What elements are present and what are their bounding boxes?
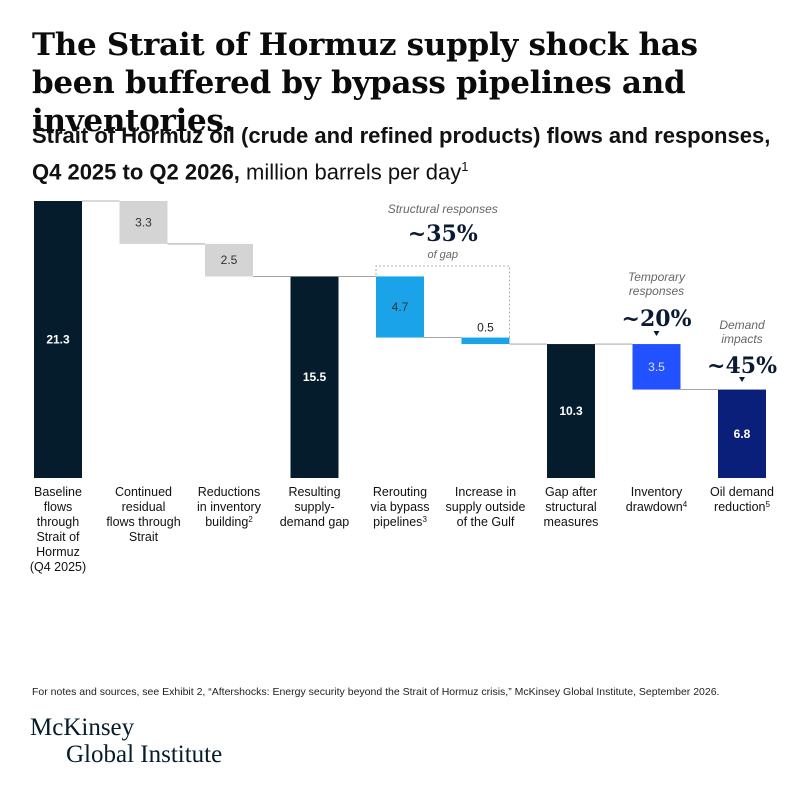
category-label-line: Resulting	[288, 485, 340, 499]
category-label-line: flows	[44, 500, 72, 514]
category-label-line: structural	[545, 500, 596, 514]
category-label-line: supply outside	[446, 500, 526, 514]
category-label-line: (Q4 2025)	[30, 560, 86, 574]
category-label-line: in inventory	[197, 500, 262, 514]
value-label: 2.5	[221, 253, 238, 267]
category-label-line: Gap after	[545, 485, 597, 499]
value-label: 4.7	[392, 300, 409, 314]
category-label-line: Baseline	[34, 485, 82, 499]
structural-title: Structural responses	[388, 202, 498, 216]
category-label-line: residual	[122, 500, 166, 514]
temporary-title: Temporary	[628, 270, 686, 284]
category-label-line: pipelines3	[373, 515, 427, 530]
source-note: For notes and sources, see Exhibit 2, “A…	[32, 686, 720, 698]
bar-6	[461, 337, 510, 345]
category-label-line: of the Gulf	[457, 515, 515, 529]
category-label-line: flows through	[106, 515, 180, 529]
bar-9	[718, 389, 766, 478]
value-label: 6.8	[734, 427, 751, 441]
chart-headline: The Strait of Hormuz supply shock has be…	[32, 27, 698, 139]
bar-2	[119, 201, 168, 244]
value-label: 15.5	[303, 370, 327, 384]
structural-bracket	[375, 265, 510, 338]
bar-8	[632, 344, 681, 390]
connector-lines	[82, 200, 718, 390]
value-label: 10.3	[559, 404, 583, 418]
bar-3	[205, 243, 253, 277]
bar-7	[547, 344, 595, 478]
value-label: 21.3	[46, 333, 70, 347]
category-label-line: Oil demand	[710, 485, 774, 499]
value-label: 0.5	[477, 321, 494, 335]
category-label-line: measures	[544, 515, 599, 529]
value-label: 3.5	[648, 360, 665, 374]
chart-subtitle: Strait of Hormuz oil (crude and refined …	[32, 120, 772, 187]
category-label-line: Inventory	[631, 485, 683, 499]
demand-title: Demand	[719, 318, 765, 332]
category-label-line: Reductions	[198, 485, 261, 499]
bar-1	[34, 201, 82, 478]
category-label-line: building2	[205, 515, 253, 530]
bar-5	[376, 276, 424, 338]
temporary-arrow	[653, 331, 660, 336]
subtitle-footnote: 1	[461, 159, 469, 174]
value-label: 3.3	[135, 215, 152, 229]
temporary-value: ~20%	[622, 306, 692, 332]
bars-group: 21.3 3.3 2.5 15.5 4.7 0.5 10.3 3.5 6.8	[34, 201, 766, 478]
structural-sub: of gap	[427, 249, 458, 261]
category-label-line: reduction5	[714, 500, 770, 515]
logo-line-2: Global Institute	[66, 741, 223, 768]
category-label-line: through	[37, 515, 79, 529]
temporary-title: responses	[629, 284, 684, 298]
structural-value: ~35%	[408, 221, 478, 247]
category-label-line: Hormuz	[36, 545, 80, 559]
category-label-line: via bypass	[370, 500, 429, 514]
category-label-line: Strait	[129, 530, 159, 544]
mckinsey-logo: McKinsey Global Institute	[30, 714, 222, 768]
logo-line-1: McKinsey	[30, 714, 135, 741]
category-label-line: Increase in	[455, 485, 516, 499]
demand-value: ~45%	[707, 353, 777, 379]
demand-title: impacts	[721, 332, 762, 346]
category-label-line: Continued	[115, 485, 172, 499]
annotations-group: Structural responses ~35% of gap Temporaryr…	[375, 202, 777, 382]
subtitle-bold: Strait of Hormuz oil (crude and refined …	[32, 123, 771, 185]
subtitle-unit: million barrels per day	[239, 159, 462, 185]
category-label-line: supply-	[294, 500, 334, 514]
bar-4	[290, 276, 339, 478]
demand-arrow	[739, 377, 745, 382]
category-label-line: Rerouting	[373, 485, 427, 499]
category-label-line: drawdown4	[626, 500, 688, 515]
category-label-line: Strait of	[36, 530, 80, 544]
category-label-line: demand gap	[280, 515, 350, 529]
